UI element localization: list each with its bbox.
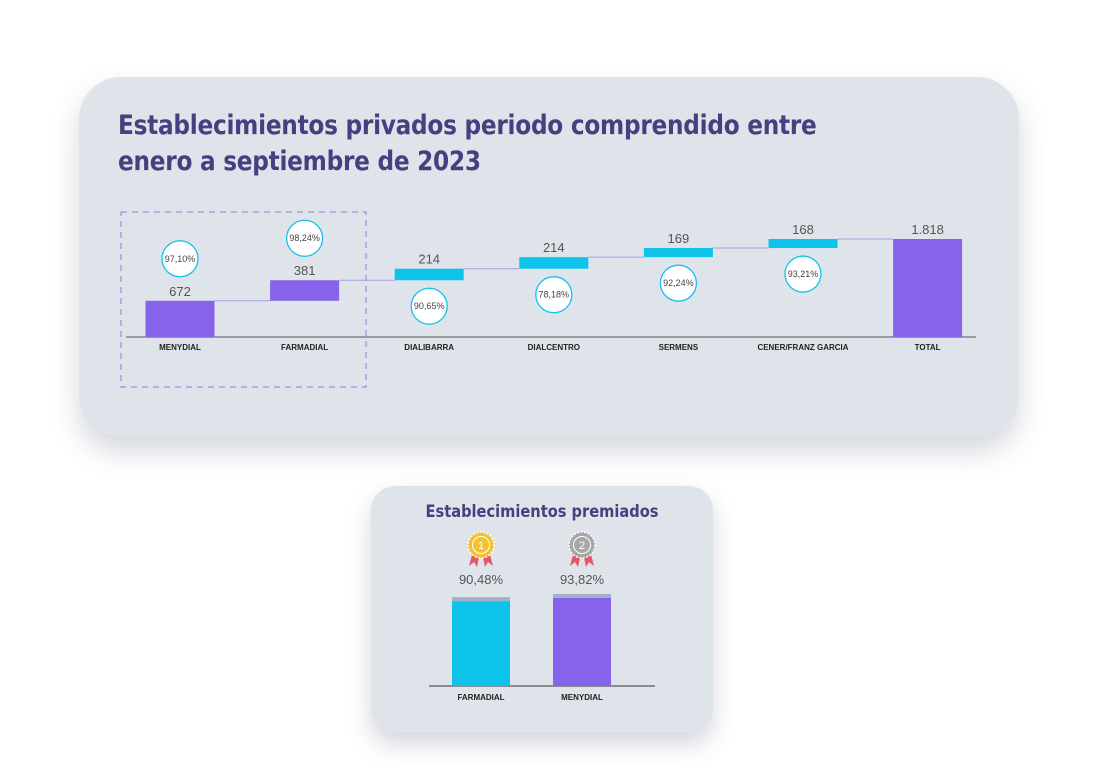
percent-badge-circle: [285, 219, 324, 257]
percent-badge-circle: [784, 255, 822, 293]
category-label: DIALCENTRO: [528, 343, 580, 352]
category-label: FARMADIAL: [281, 343, 328, 352]
value-label: 168: [792, 222, 814, 237]
medal-inner: [573, 536, 591, 554]
bar-cap: [553, 594, 611, 598]
bar-cap: [452, 597, 510, 602]
percent-badge: 92,24%: [659, 264, 698, 302]
bar-dialcentro: [519, 257, 589, 269]
medal-number: 1: [478, 540, 484, 552]
medal-number: 2: [579, 540, 585, 552]
category-label: SERMENS: [659, 343, 699, 352]
category-label: CENER/FRANZ GARCIA: [757, 343, 848, 352]
percent-label: 93,21%: [788, 269, 819, 279]
value-label: 381: [294, 263, 316, 278]
percent-badge-circle: [535, 276, 573, 314]
category-label: MENYDIAL: [159, 343, 201, 352]
percent-badge: 97,10%: [161, 240, 199, 278]
category-label: FARMADIAL: [457, 693, 504, 702]
bar-total: [893, 239, 963, 337]
bar-menydial: [145, 300, 215, 337]
waterfall-title: Establecimientos privados periodo compre…: [118, 110, 817, 177]
bar-cener-franz-garcia: [768, 239, 838, 249]
value-label: 90,48%: [459, 572, 504, 587]
value-label: 93,82%: [560, 572, 605, 587]
value-label: 169: [668, 231, 690, 246]
category-label: DIALIBARRA: [404, 343, 454, 352]
bar-dialibarra: [394, 268, 464, 281]
value-label: 214: [418, 252, 440, 267]
value-label: 672: [169, 284, 191, 299]
percent-badge: 90,65%: [410, 287, 448, 325]
percent-label: 98,24%: [289, 233, 320, 243]
gold-medal-icon: 1: [467, 531, 495, 567]
percent-label: 90,65%: [414, 301, 445, 311]
percent-badge-circle: [410, 287, 448, 325]
bar-farmadial: [452, 601, 510, 686]
percent-badge-circle: [161, 240, 199, 278]
category-label: MENYDIAL: [561, 693, 603, 702]
bar-menydial: [553, 598, 611, 686]
bar-sermens: [643, 248, 713, 258]
percent-badge: 98,24%: [285, 219, 324, 257]
percent-label: 92,24%: [663, 278, 694, 288]
category-label: TOTAL: [915, 343, 941, 352]
awards-title: Establecimientos premiados: [425, 502, 659, 522]
percent-badge-circle: [659, 264, 698, 302]
value-label: 214: [543, 240, 565, 255]
bar-farmadial: [270, 280, 340, 301]
highlight-box: [120, 211, 367, 388]
silver-medal-icon: 2: [568, 531, 596, 567]
value-label: 1.818: [911, 222, 944, 237]
awards-panel: [371, 486, 713, 732]
medal-inner: [472, 536, 490, 554]
waterfall-panel: [79, 77, 1019, 437]
percent-label: 78,18%: [539, 290, 570, 300]
percent-badge: 78,18%: [535, 276, 573, 314]
percent-label: 97,10%: [165, 254, 196, 264]
percent-badge: 93,21%: [784, 255, 822, 293]
